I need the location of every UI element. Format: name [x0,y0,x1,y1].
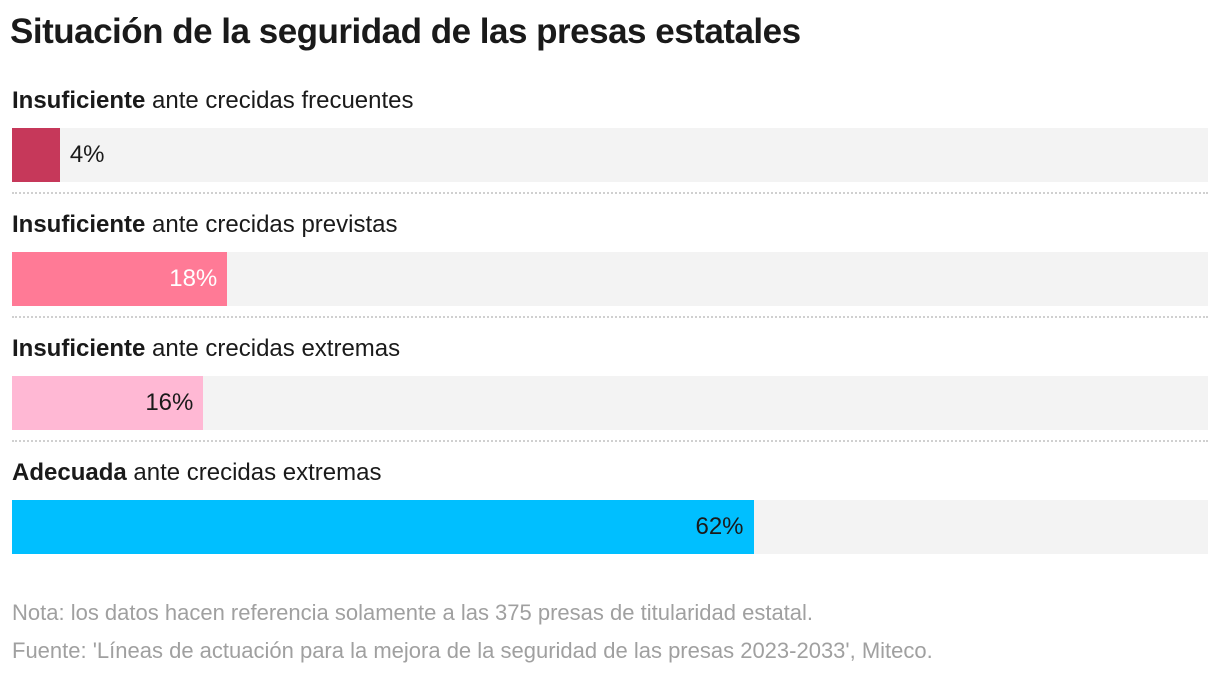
row-divider [12,440,1208,442]
category-label-bold: Insuficiente [12,335,146,362]
chart-title: Situación de la seguridad de las presas … [10,12,801,51]
bar-row: Adecuada ante crecidas extremas 62% [12,456,1208,580]
category-label-bold: Insuficiente [12,211,146,238]
category-label-rest: ante crecidas extremas [126,459,382,486]
category-label: Adecuada ante crecidas extremas [12,456,1208,490]
bar-row: Insuficiente ante crecidas extremas 16% [12,332,1208,456]
bar [12,500,754,554]
category-label: Insuficiente ante crecidas extremas [12,332,1208,366]
bar [12,252,228,306]
bar-chart: Insuficiente ante crecidas frecuentes 4% I… [12,84,1208,580]
note-text: Nota: los datos hacen referencia solamen… [12,600,814,625]
row-divider [12,316,1208,318]
category-label-rest: ante crecidas frecuentes [145,87,414,114]
category-label: Insuficiente ante crecidas previstas [12,208,1208,242]
bar-track: 16% [12,376,1208,430]
bar-track: 18% [12,252,1208,306]
value-label: 4% [69,141,105,168]
bar-track: 62% [12,500,1208,554]
category-label-bold: Adecuada [12,459,127,486]
category-label-bold: Insuficiente [12,87,146,114]
chart-notes: Nota: los datos hacen referencia solamen… [12,594,933,670]
bar [12,128,60,182]
category-label-rest: ante crecidas extremas [145,335,401,362]
row-divider [12,192,1208,194]
bar-row: Insuficiente ante crecidas frecuentes 4% [12,84,1208,208]
bar-track: 4% [12,128,1208,182]
bar-row: Insuficiente ante crecidas previstas 18% [12,208,1208,332]
value-label: 18% [169,265,218,292]
value-label: 62% [695,513,744,540]
bar [12,376,204,430]
source-text: Fuente: 'Líneas de actuación para la mej… [12,638,933,663]
category-label-rest: ante crecidas previstas [145,211,398,238]
category-label: Insuficiente ante crecidas frecuentes [12,84,1208,118]
value-label: 16% [145,389,194,416]
